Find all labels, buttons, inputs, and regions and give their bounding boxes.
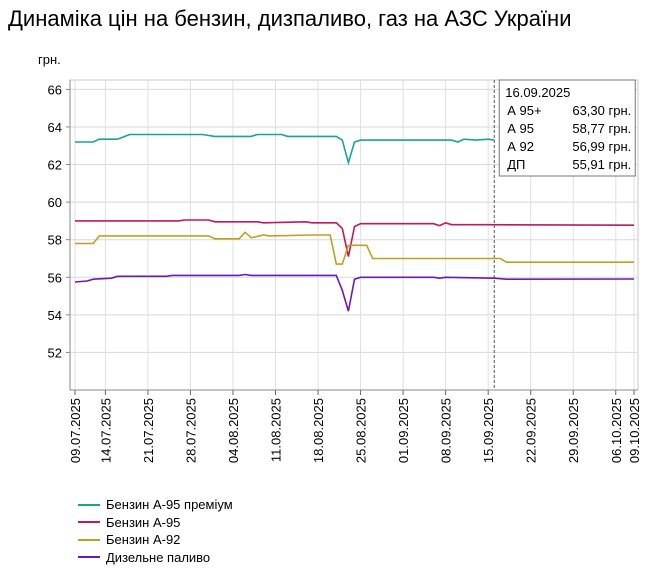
x-tick-label: 11.08.2025 [269, 398, 284, 462]
tooltip-row-value: 55,91 грн. [572, 157, 631, 172]
legend-swatch [78, 521, 100, 524]
x-tick-label: 15.09.2025 [481, 398, 496, 463]
y-tick-label: 56 [48, 270, 62, 285]
tooltip-box [498, 79, 636, 177]
y-tick-label: 66 [48, 82, 62, 97]
x-tick-label: 28.07.2025 [183, 398, 198, 463]
legend: Бензин А-95 преміум Бензин А-95 Бензин А-9… [78, 496, 233, 566]
x-tick-label: 08.09.2025 [439, 398, 454, 463]
legend-swatch [78, 503, 100, 506]
x-tick-label: 18.08.2025 [311, 398, 326, 463]
x-tick-label: 14.07.2025 [98, 398, 113, 463]
x-tick-label: 09.10.2025 [627, 398, 642, 463]
x-tick-label: 29.09.2025 [566, 398, 581, 463]
chart-title: Динаміка цін на бензин, дизпаливо, газ н… [8, 6, 572, 31]
legend-item-4[interactable]: Дизельне паливо [78, 549, 233, 567]
y-tick-label: 58 [48, 233, 62, 248]
series-line-2 [75, 219, 635, 257]
series-line-1 [75, 133, 495, 166]
legend-label: Бензин А-92 [106, 532, 181, 548]
y-tick-label: 62 [48, 158, 62, 173]
tooltip-date: 16.09.2025 [505, 85, 570, 100]
legend-label: Дизельне паливо [106, 549, 211, 565]
tooltip-row-label: А 95 [507, 121, 534, 136]
tooltip-row-label: ДП [507, 157, 525, 172]
tooltip-row-value: 58,77 грн. [572, 121, 631, 136]
tooltip-row-label: А 95+ [507, 103, 541, 118]
y-tick-label: 54 [48, 308, 62, 323]
tooltip-row-label: А 92 [507, 139, 534, 154]
legend-label: Бензин А-95 [106, 514, 181, 530]
tooltip-row-value: 56,99 грн. [572, 139, 631, 154]
series-layer [74, 133, 635, 312]
legend-item-1[interactable]: Бензин А-95 преміум [78, 496, 233, 514]
x-tick-label: 22.09.2025 [524, 398, 539, 463]
x-tick-label: 04.08.2025 [226, 398, 241, 463]
legend-swatch [78, 538, 100, 541]
y-tick-label: 60 [48, 195, 62, 210]
legend-label: Бензин А-95 преміум [106, 497, 233, 513]
x-tick-label: 06.10.2025 [609, 398, 624, 463]
legend-item-3[interactable]: Бензин А-92 [78, 531, 233, 549]
y-tick-label: 52 [48, 345, 62, 360]
series-line-3 [75, 231, 634, 265]
y-tick-label: 64 [48, 120, 62, 135]
axes: 52 54 56 58 60 62 64 66 09.07.2025 14.07.2025 21.0… [48, 80, 642, 463]
series-line-4 [74, 273, 635, 312]
x-tick-label: 09.07.2025 [68, 398, 83, 463]
legend-swatch [78, 556, 100, 559]
tooltip-row-value: 63,30 грн. [572, 103, 631, 118]
y-axis-label: грн. [38, 52, 61, 67]
x-tick-label: 21.07.2025 [141, 398, 156, 463]
x-tick-label: 01.09.2025 [396, 398, 411, 463]
x-tick-label: 25.08.2025 [354, 398, 369, 463]
cursor-tooltip: 16.09.2025 А 95+ 63,30 грн. А 95 58,77 грн. А… [498, 79, 636, 177]
legend-item-2[interactable]: Бензин А-95 [78, 514, 233, 532]
